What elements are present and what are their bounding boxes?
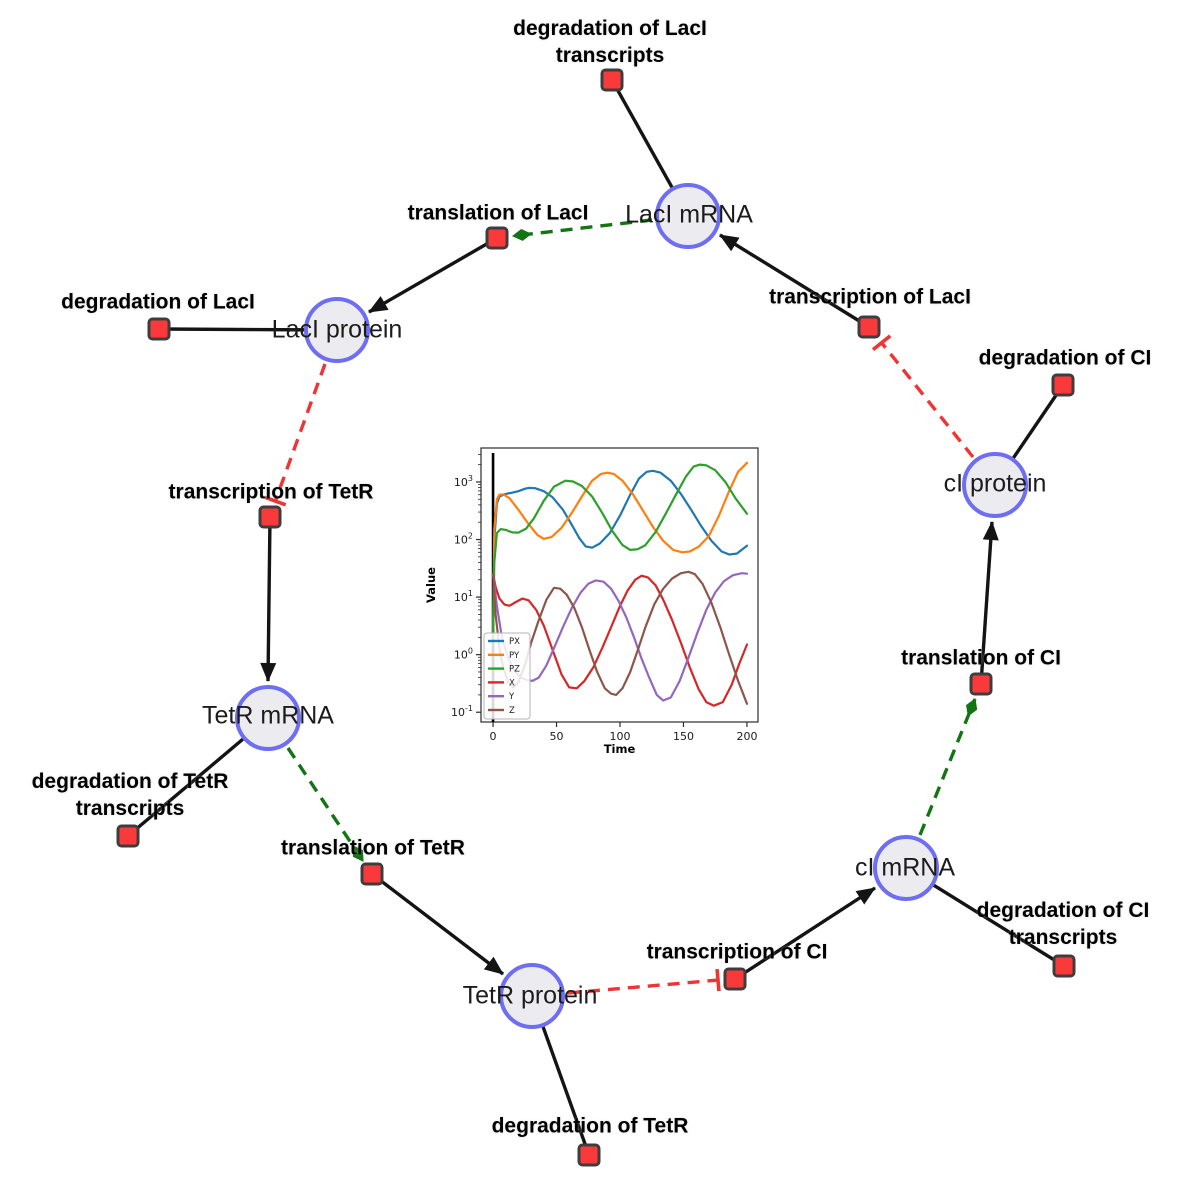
svg-text:100: 100 [454,647,473,662]
species-node-laci-mrna[interactable] [655,183,721,249]
svg-text:Z: Z [509,706,515,716]
edge-tetr-protein-inhibits-transcription-of-ci [567,968,721,995]
reaction-node-degradation-of-tetr[interactable] [577,1143,601,1167]
reaction-node-translation-of-ci[interactable] [969,672,993,696]
svg-text:103: 103 [454,474,473,489]
reaction-label-translation-of-laci: translation of LacI [407,201,589,225]
species-node-tetr-mrna[interactable] [235,685,301,751]
reaction-label-transcription-of-ci: transcription of CI [646,940,828,964]
reaction-label-degradation-of-ci-transcripts: degradation of CI transcripts [976,899,1150,949]
edge-translation-of-laci-to-laci-protein [368,236,498,314]
svg-text:Time: Time [604,742,636,756]
reaction-label-degradation-of-laci-transcripts: degradation of LacI transcripts [513,17,707,67]
species-node-ci-mrna[interactable] [873,835,939,901]
svg-text:PY: PY [509,651,520,661]
species-label-tetr-mrna: TetR mRNA [202,701,334,730]
svg-text:10-1: 10-1 [451,704,473,719]
reaction-node-transcription-of-laci[interactable] [857,315,881,339]
species-label-laci-protein: LacI protein [271,315,403,344]
edge-transcription-of-ci-to-ci-mrna [734,886,876,981]
svg-text:PX: PX [509,637,520,647]
species-label-ci-mrna: cI mRNA [855,853,955,882]
svg-text:50: 50 [550,730,564,743]
species-node-laci-protein[interactable] [304,297,370,363]
svg-text:PZ: PZ [509,665,520,675]
species-label-laci-mrna: LacI mRNA [625,200,753,229]
svg-text:102: 102 [454,532,473,547]
reaction-node-degradation-of-laci[interactable] [147,317,171,341]
reaction-node-transcription-of-tetr[interactable] [258,505,282,529]
edge-transcription-of-laci-to-laci-mrna [719,233,870,329]
reaction-label-translation-of-tetr: translation of TetR [281,836,465,860]
edge-transcription-of-tetr-to-tetr-mrna [260,516,277,682]
reaction-node-translation-of-tetr[interactable] [360,862,384,886]
edge-tetr-mrna-modifier-translation-of-tetr [286,747,365,862]
svg-text:150: 150 [673,730,694,743]
svg-text:X: X [509,678,515,688]
species-label-ci-protein: cI protein [943,469,1047,498]
species-node-tetr-protein[interactable] [499,963,565,1029]
species-label-tetr-protein: TetR protein [462,981,598,1010]
edge-ci-protein-inhibits-transcription-of-laci [871,334,975,459]
reaction-label-degradation-of-ci: degradation of CI [978,346,1152,370]
edge-laci-protein-inhibits-transcription-of-tetr [264,363,327,507]
simulation-plot-inset: 10-1 100 101 102 103 0 50 100 150 200 Time Value PX P… [424,433,770,763]
svg-text:Y: Y [508,692,515,702]
svg-text:101: 101 [454,589,473,604]
reaction-label-transcription-of-laci: transcription of LacI [769,285,971,309]
species-node-ci-protein[interactable] [962,452,1028,518]
svg-text:200: 200 [736,730,757,743]
edge-laci-mrna-modifier-translation-of-laci [512,218,653,241]
edge-translation-of-ci-to-ci-protein [979,521,999,685]
reaction-node-transcription-of-ci[interactable] [723,967,747,991]
reaction-node-translation-of-laci[interactable] [485,226,509,250]
svg-text:100: 100 [610,730,631,743]
reaction-node-degradation-of-ci[interactable] [1051,373,1075,397]
svg-text:Value: Value [425,567,438,603]
reaction-label-translation-of-ci: translation of CI [901,646,1061,670]
svg-text:0: 0 [490,730,497,743]
reaction-label-transcription-of-tetr: transcription of TetR [168,480,374,504]
reaction-label-degradation-of-tetr-transcripts: degradation of TetR transcripts [31,770,229,820]
simulation-plot: 10-1 100 101 102 103 0 50 100 150 200 Time Value PX P… [424,447,759,756]
reaction-node-degradation-of-tetr-transcripts[interactable] [116,824,140,848]
reaction-node-degradation-of-laci-transcripts[interactable] [600,68,624,92]
reaction-label-degradation-of-laci: degradation of LacI [61,290,255,314]
reaction-label-degradation-of-tetr: degradation of TetR [491,1114,689,1138]
reaction-node-degradation-of-ci-transcripts[interactable] [1052,954,1076,978]
edge-translation-of-tetr-to-tetr-protein [370,872,505,976]
edge-ci-mrna-modifier-translation-of-ci [918,698,978,836]
